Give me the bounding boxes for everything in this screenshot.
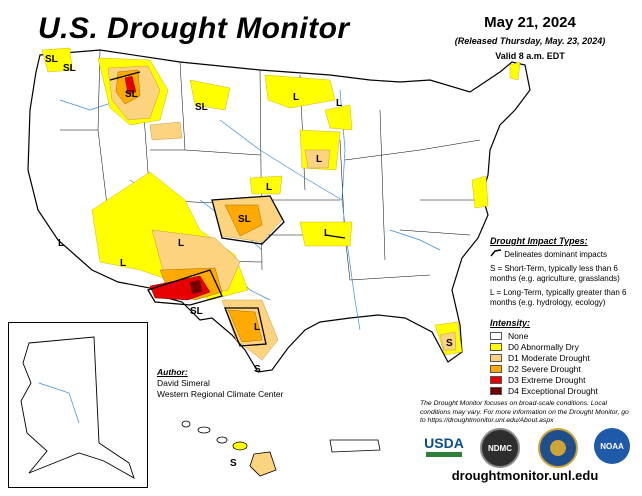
legend-label: D4 Exceptional Drought (508, 385, 598, 396)
legend-swatch (490, 386, 502, 395)
impact-legend-heading: Drought Impact Types: (490, 236, 588, 246)
impact-label: L (266, 182, 272, 193)
impact-label: L (324, 228, 330, 239)
impact-label: SL (63, 63, 76, 74)
delineates-row: Delineates dominant impacts (490, 249, 640, 260)
alaska-map (20, 336, 135, 479)
legend-label: D2 Severe Drought (508, 363, 581, 374)
impact-lines (109, 71, 346, 347)
release-date: (Released Thursday, May. 23, 2024) (454, 36, 606, 46)
noaa-logo-text: NOAA (600, 441, 624, 451)
author-block: Author: David Simeral Western Regional C… (157, 367, 283, 400)
intensity-legend-heading: Intensity: (490, 318, 531, 328)
legend-row-d4: D4 Exceptional Drought (490, 385, 640, 396)
hawaii-map (181, 420, 277, 477)
legend-row-d0: D0 Abnormally Dry (490, 341, 640, 352)
legend-label: D1 Moderate Drought (508, 352, 590, 363)
impact-label: L (336, 98, 342, 109)
legend-row-d2: D2 Severe Drought (490, 363, 640, 374)
long-term-text: L = Long-Term, typically greater than 6 … (490, 288, 627, 307)
intensity-legend: Intensity: None D0 Abnormally Dry D1 Mod… (490, 318, 640, 396)
legend-row-none: None (490, 330, 640, 341)
d4-areas (190, 280, 202, 294)
ndmc-logo: NDMC (480, 428, 520, 468)
alaska-inset (8, 322, 148, 488)
legend-swatch (490, 364, 502, 373)
legend-swatch (490, 342, 502, 351)
author-heading: Author: (157, 367, 188, 377)
impact-label: S (230, 458, 237, 469)
impact-label: SL (45, 54, 58, 65)
legend-row-d3: D3 Extreme Drought (490, 374, 640, 385)
map-title: U.S. Drought Monitor (38, 12, 350, 45)
impact-label: L (178, 238, 184, 249)
impact-label: SL (195, 102, 208, 113)
legend-label: D3 Extreme Drought (508, 374, 586, 385)
impact-label: SL (125, 89, 138, 100)
website-url[interactable]: droughtmonitor.unl.edu (451, 468, 599, 483)
delineates-text: Delineates dominant impacts (504, 250, 607, 259)
legend-swatch (490, 331, 502, 340)
author-org: Western Regional Climate Center (157, 389, 284, 399)
author-name: David Simeral (157, 378, 210, 388)
impact-label: L (58, 238, 64, 249)
legend-label: None (508, 330, 529, 341)
map-date: May 21, 2024 (484, 14, 576, 31)
noaa-logo: NOAA (594, 428, 630, 464)
delineation-line-icon (490, 249, 502, 257)
d0-areas (41, 47, 521, 356)
impact-label: SL (238, 214, 251, 225)
short-term-text: S = Short-Term, typically less than 6 mo… (490, 264, 620, 283)
usda-logo: USDA (424, 432, 464, 460)
ndmc-logo-text: NDMC (488, 443, 512, 453)
impact-label: SL (190, 306, 203, 317)
impact-legend: Drought Impact Types: Delineates dominan… (490, 236, 640, 312)
legend-swatch (490, 375, 502, 384)
impact-label: L (293, 92, 299, 103)
usda-logo-text: USDA (424, 435, 464, 451)
legend-row-d1: D1 Moderate Drought (490, 352, 640, 363)
doc-seal-logo (538, 428, 578, 468)
impact-label: L (316, 154, 322, 165)
legend-swatch (490, 353, 502, 362)
disclaimer-note: The Drought Monitor focuses on broad-sca… (420, 400, 629, 424)
valid-time: Valid 8 a.m. EDT (495, 51, 565, 61)
puerto-rico-map (329, 439, 381, 453)
impact-label: L (120, 258, 126, 269)
legend-label: D0 Abnormally Dry (508, 341, 579, 352)
impact-label: S (446, 338, 453, 349)
impact-label: L (254, 322, 260, 333)
impact-label: S (254, 364, 261, 375)
